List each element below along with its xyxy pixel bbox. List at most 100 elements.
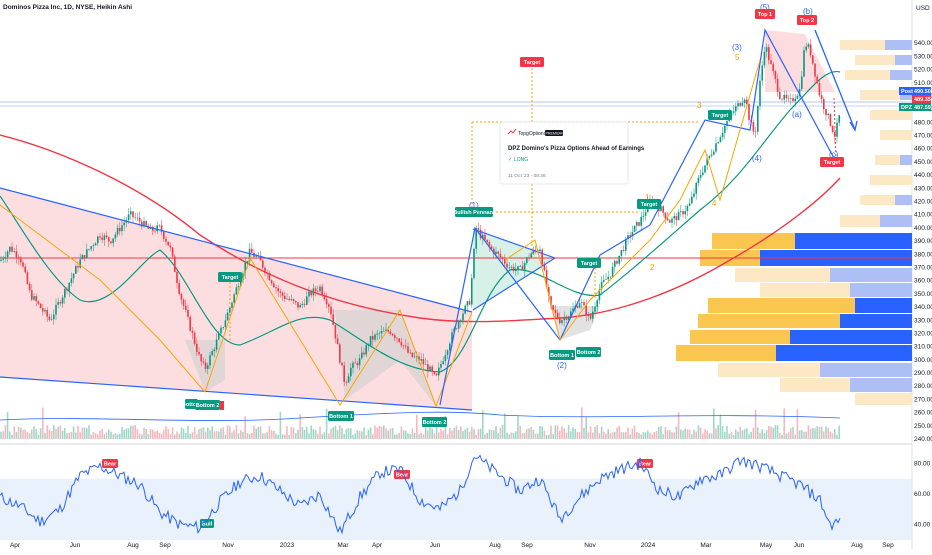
price-axis[interactable]: 240.00 250.00 260.00 270.00 280.00 290.00 300.… xyxy=(914,40,932,443)
wedge-lower[interactable] xyxy=(0,376,473,411)
candle[interactable] xyxy=(770,60,772,65)
candle[interactable] xyxy=(387,329,389,332)
candle[interactable] xyxy=(345,381,348,383)
candle[interactable] xyxy=(669,220,671,223)
candle[interactable] xyxy=(581,302,583,303)
candle[interactable] xyxy=(264,267,266,273)
candle[interactable] xyxy=(609,276,612,278)
candle[interactable] xyxy=(200,354,202,362)
candle[interactable] xyxy=(561,320,563,324)
candle[interactable] xyxy=(418,356,420,361)
candle[interactable] xyxy=(625,239,627,251)
candle[interactable] xyxy=(812,55,814,64)
candle[interactable] xyxy=(341,362,343,366)
candle[interactable] xyxy=(306,296,308,305)
candle[interactable] xyxy=(576,305,579,308)
candle[interactable] xyxy=(81,255,84,260)
candle[interactable] xyxy=(284,295,286,299)
candle[interactable] xyxy=(671,218,673,223)
candle[interactable] xyxy=(424,364,427,365)
candle[interactable] xyxy=(185,305,187,310)
candle[interactable] xyxy=(33,296,35,300)
pennant-upper[interactable] xyxy=(472,228,556,259)
candle[interactable] xyxy=(519,266,521,267)
candle[interactable] xyxy=(695,182,697,194)
candle[interactable] xyxy=(68,282,70,291)
idea-card[interactable]: TopgOptions PREMIUM DPZ Domino's Pizza O… xyxy=(499,121,645,185)
candle[interactable] xyxy=(22,262,24,267)
candle[interactable] xyxy=(160,225,163,232)
candle[interactable] xyxy=(752,122,755,132)
candle[interactable] xyxy=(255,256,257,257)
candle[interactable] xyxy=(662,206,664,213)
candle[interactable] xyxy=(741,102,744,106)
candle[interactable] xyxy=(92,245,95,247)
candle[interactable] xyxy=(589,314,592,319)
candle[interactable] xyxy=(88,249,90,250)
candle[interactable] xyxy=(248,248,251,262)
candle[interactable] xyxy=(328,304,330,307)
candle[interactable] xyxy=(644,212,647,216)
candle[interactable] xyxy=(295,301,297,303)
candle[interactable] xyxy=(803,50,805,77)
candle[interactable] xyxy=(462,313,464,321)
candle[interactable] xyxy=(783,94,785,100)
candle[interactable] xyxy=(530,253,532,258)
candle[interactable] xyxy=(336,338,339,345)
candle[interactable] xyxy=(486,239,488,242)
candle[interactable] xyxy=(539,249,541,252)
candle[interactable] xyxy=(9,246,11,252)
candle[interactable] xyxy=(193,332,196,344)
candle[interactable] xyxy=(785,94,788,99)
candle[interactable] xyxy=(13,251,15,252)
candle[interactable] xyxy=(444,355,447,362)
candle[interactable] xyxy=(61,297,64,304)
candle[interactable] xyxy=(699,175,702,178)
candle[interactable] xyxy=(374,334,376,340)
candle[interactable] xyxy=(182,299,185,306)
price-candles[interactable] xyxy=(0,38,840,386)
candle[interactable] xyxy=(319,286,321,292)
candle[interactable] xyxy=(132,211,134,218)
candle[interactable] xyxy=(246,261,249,263)
candle[interactable] xyxy=(97,236,99,244)
candle[interactable] xyxy=(301,303,304,306)
candle[interactable] xyxy=(488,241,491,247)
candle[interactable] xyxy=(510,266,513,268)
candle[interactable] xyxy=(127,214,130,221)
candle[interactable] xyxy=(757,106,759,132)
candle[interactable] xyxy=(154,230,156,232)
candle[interactable] xyxy=(321,286,323,295)
candle[interactable] xyxy=(779,91,781,99)
candle[interactable] xyxy=(431,366,433,372)
candle[interactable] xyxy=(482,234,484,239)
candle[interactable] xyxy=(50,319,53,320)
candle[interactable] xyxy=(682,211,684,215)
candle[interactable] xyxy=(330,306,332,315)
candle[interactable] xyxy=(279,291,282,293)
candle[interactable] xyxy=(477,228,480,230)
candle[interactable] xyxy=(611,266,614,277)
candle[interactable] xyxy=(143,221,145,227)
candle[interactable] xyxy=(77,266,79,268)
candle[interactable] xyxy=(55,304,57,315)
candle[interactable] xyxy=(411,352,414,357)
candle[interactable] xyxy=(541,249,543,265)
candle[interactable] xyxy=(6,251,9,258)
candle[interactable] xyxy=(556,312,559,319)
candle[interactable] xyxy=(471,278,473,305)
candle[interactable] xyxy=(422,359,425,365)
candle[interactable] xyxy=(440,364,442,368)
candle[interactable] xyxy=(526,257,528,264)
candle[interactable] xyxy=(809,44,812,56)
candle[interactable] xyxy=(706,158,708,166)
candle[interactable] xyxy=(825,109,827,116)
candle[interactable] xyxy=(490,246,493,249)
candle[interactable] xyxy=(475,228,477,249)
candle[interactable] xyxy=(64,289,66,298)
candle[interactable] xyxy=(105,235,108,238)
candle[interactable] xyxy=(121,225,123,232)
candle[interactable] xyxy=(622,249,625,251)
candle[interactable] xyxy=(743,99,746,103)
candle[interactable] xyxy=(396,337,398,339)
